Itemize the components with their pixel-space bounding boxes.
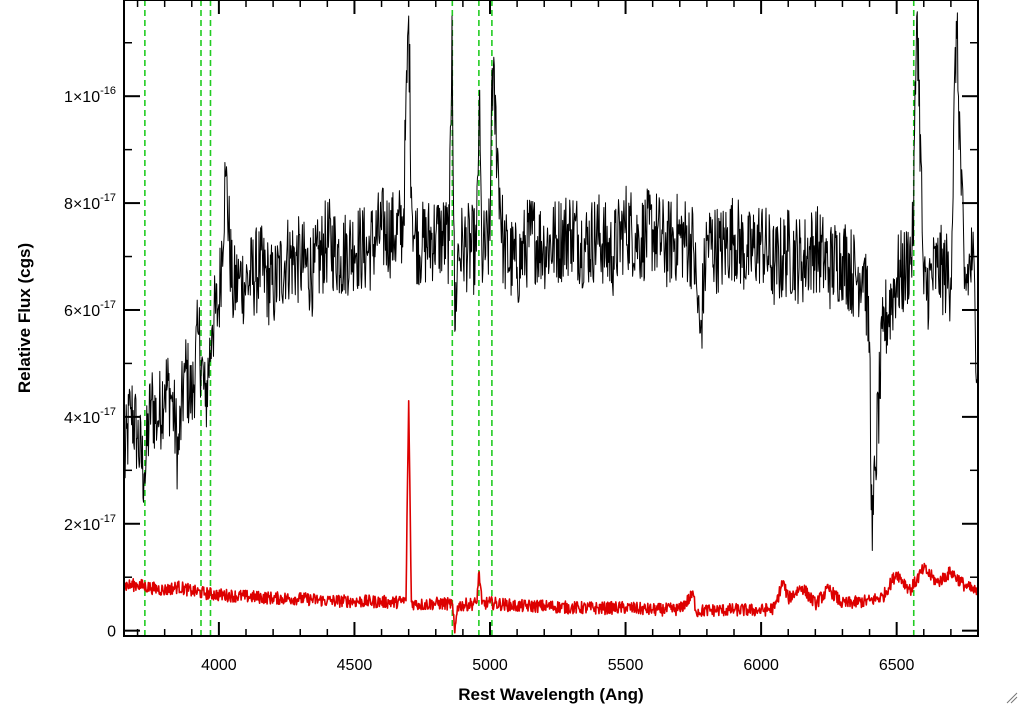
series-line: [123, 399, 979, 634]
reference-lines: [144, 0, 915, 636]
x-axis-title: Rest Wavelength (Ang): [458, 685, 643, 704]
plot-frame: [123, 0, 979, 637]
series-line: [123, 11, 979, 551]
y-axis-title: Relative Flux (cgs): [15, 243, 34, 393]
y-tick-label: 8×10-17: [64, 192, 116, 213]
x-tick-label: 4500: [337, 657, 373, 674]
y-tick-label: 2×10-17: [64, 513, 116, 534]
x-tick-label: 6000: [743, 657, 779, 674]
x-tick-label: 6500: [879, 657, 915, 674]
y-tick-label: 0: [107, 624, 116, 641]
x-tick-label: 4000: [201, 657, 237, 674]
x-tick-label: 5000: [472, 657, 508, 674]
x-tick-label: 5500: [608, 657, 644, 674]
y-tick-label: 1×10-16: [64, 85, 116, 106]
resize-grip-icon[interactable]: [1006, 692, 1018, 704]
axis-ticks: 4000 4500 5000 5500 6000 6500 0 2×10-17 4×10-17 6…: [64, 0, 979, 674]
y-tick-label: 6×10-17: [64, 299, 116, 320]
y-tick-label: 4×10-17: [64, 406, 116, 427]
